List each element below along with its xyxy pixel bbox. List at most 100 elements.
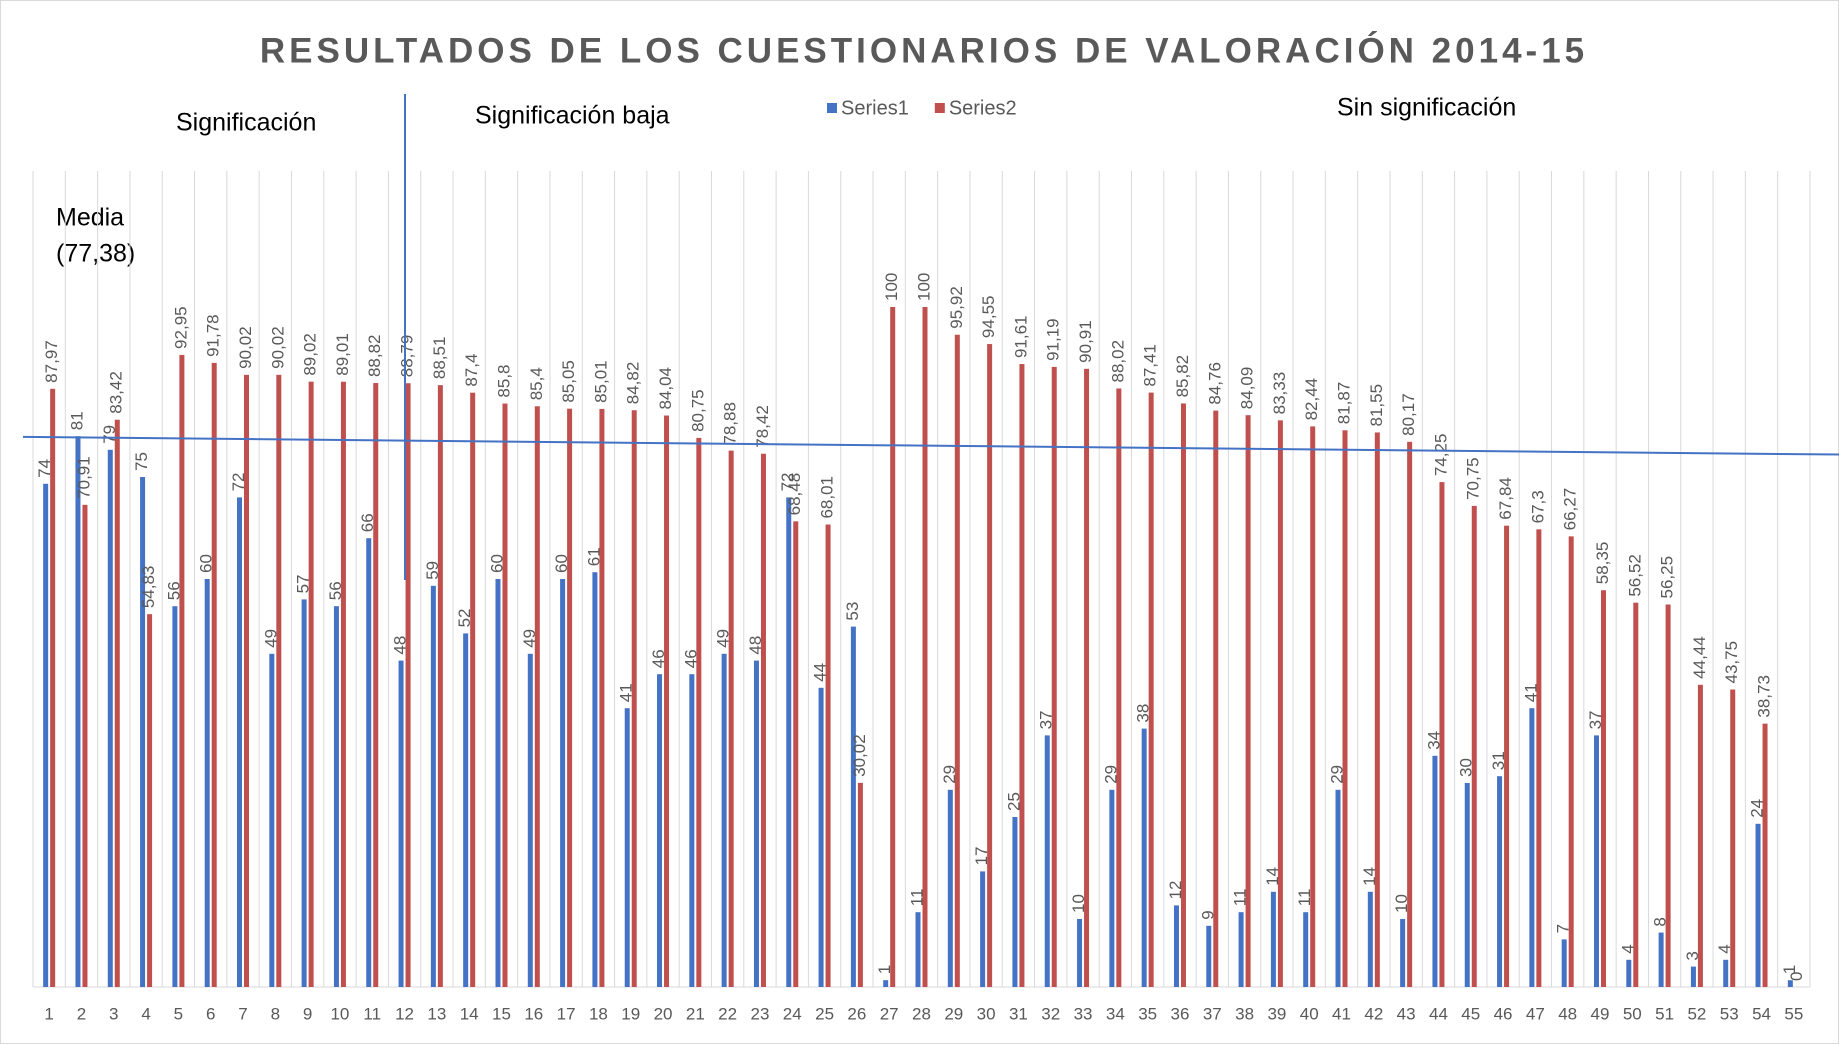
bar	[366, 538, 372, 987]
annotation: Significación	[176, 109, 316, 137]
data-label: 49	[261, 629, 280, 648]
x-tick-label: 25	[815, 1004, 834, 1023]
bar	[980, 871, 986, 987]
bar	[1051, 366, 1057, 988]
bar	[82, 504, 88, 987]
x-tick-label: 48	[1558, 1004, 1577, 1023]
data-label: 87,4	[462, 354, 481, 387]
bar	[1303, 912, 1309, 987]
x-tick-label: 9	[303, 1004, 312, 1023]
data-label: 72	[778, 472, 797, 491]
bar	[463, 633, 469, 987]
data-label: 1	[1780, 965, 1799, 974]
data-label: 91,78	[204, 314, 223, 357]
data-label: 88,79	[398, 335, 417, 378]
legend-label: Series1	[841, 97, 909, 119]
bar	[599, 408, 605, 987]
x-tick-label: 39	[1267, 1004, 1286, 1023]
data-label: 85,8	[494, 364, 513, 397]
chart-title: RESULTADOS DE LOS CUESTIONARIOS DE VALOR…	[260, 30, 1588, 70]
legend-swatch	[827, 103, 837, 113]
bar	[172, 606, 178, 987]
data-label: 11	[1231, 889, 1250, 907]
data-label: 41	[1521, 683, 1540, 702]
annotation: Significación baja	[475, 102, 670, 130]
x-tick-label: 55	[1784, 1004, 1803, 1023]
x-tick-label: 45	[1461, 1004, 1480, 1023]
bar	[1626, 959, 1632, 987]
data-label: 100	[914, 273, 933, 301]
data-label: 24	[1748, 799, 1767, 818]
data-label: 46	[681, 649, 700, 668]
bar	[333, 606, 339, 987]
data-label: 29	[1328, 765, 1347, 784]
data-label: 80,75	[688, 389, 707, 432]
bar	[1245, 415, 1251, 987]
data-label: 56	[164, 581, 183, 600]
x-tick-label: 47	[1526, 1004, 1545, 1023]
data-label: 88,51	[430, 337, 449, 380]
data-label: 53	[843, 602, 862, 621]
data-label: 66,27	[1561, 488, 1580, 531]
data-label: 89,02	[301, 333, 320, 376]
bar	[560, 579, 566, 987]
x-tick-label: 42	[1364, 1004, 1383, 1023]
bar	[1658, 932, 1664, 987]
bar	[269, 653, 275, 987]
bar	[922, 307, 928, 987]
bar	[1116, 388, 1122, 987]
grid	[32, 171, 1811, 988]
bar	[1723, 959, 1729, 987]
annotation: Media	[56, 204, 124, 232]
x-tick-label: 40	[1300, 1004, 1319, 1023]
bar	[1471, 505, 1477, 987]
bar	[1180, 403, 1186, 987]
data-label: 44	[811, 663, 830, 682]
data-label: 75	[132, 452, 151, 471]
bar	[850, 626, 856, 987]
data-label: 46	[649, 649, 668, 668]
bar	[1730, 689, 1736, 987]
x-tick-label: 12	[395, 1004, 414, 1023]
data-label: 54,83	[139, 566, 158, 609]
x-tick-label: 46	[1494, 1004, 1513, 1023]
bar	[114, 419, 120, 987]
x-tick-label: 20	[654, 1004, 673, 1023]
bar	[179, 354, 185, 987]
bar	[1536, 529, 1542, 987]
data-label: 100	[882, 273, 901, 301]
bar	[1277, 420, 1283, 988]
data-label: 4	[1618, 944, 1637, 953]
x-tick-label: 28	[912, 1004, 931, 1023]
bar	[237, 497, 243, 987]
data-label: 10	[1392, 894, 1411, 913]
x-tick-label: 18	[589, 1004, 608, 1023]
bar	[1019, 364, 1025, 987]
x-tick-label: 14	[460, 1004, 479, 1023]
bar	[373, 383, 379, 987]
x-tick-label: 41	[1332, 1004, 1351, 1023]
bar	[1270, 891, 1276, 987]
data-label: 81,55	[1367, 384, 1386, 427]
data-label: 85,82	[1173, 355, 1192, 398]
data-label: 12	[1166, 880, 1185, 899]
data-label: 34	[1424, 731, 1443, 750]
x-tick-label: 19	[621, 1004, 640, 1023]
bar	[1439, 482, 1445, 987]
x-tick-label: 7	[238, 1004, 247, 1023]
data-label: 57	[294, 574, 313, 593]
data-label: 68,48	[785, 473, 804, 516]
x-tick-label: 24	[783, 1004, 802, 1023]
data-label: 44,44	[1690, 636, 1709, 679]
x-tick-label: 29	[944, 1004, 963, 1023]
x-tick-label: 53	[1720, 1004, 1739, 1023]
bar	[1593, 735, 1599, 987]
legend-swatch	[934, 103, 945, 113]
bar	[760, 453, 766, 987]
bar	[1238, 912, 1244, 987]
data-label: 91,19	[1044, 318, 1063, 361]
data-label: 4	[1715, 944, 1734, 953]
x-tick-label: 22	[718, 1004, 737, 1023]
data-label: 88,02	[1108, 340, 1127, 383]
